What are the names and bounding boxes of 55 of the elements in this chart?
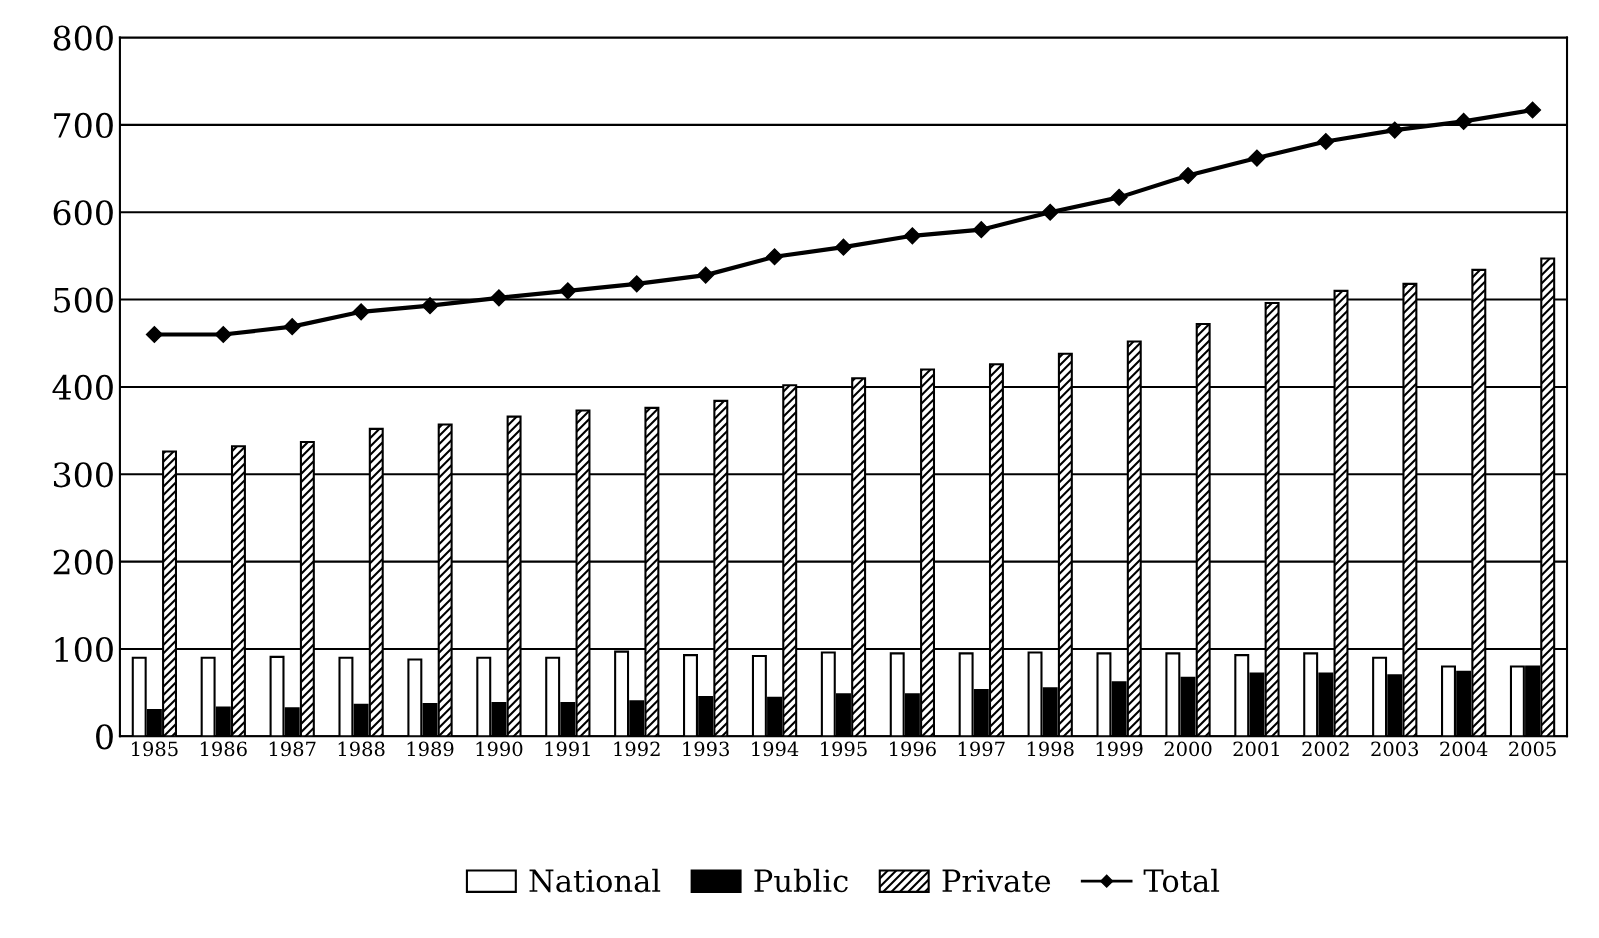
x-tick-label: 1997	[958, 741, 1005, 757]
y-tick-label: 100	[55, 636, 113, 663]
point	[490, 289, 508, 307]
x-tick-label: 1998	[1027, 741, 1074, 757]
point	[1386, 121, 1404, 139]
x-tick-label: 2002	[1302, 741, 1349, 757]
point	[214, 325, 232, 344]
y-tick-label: 800	[53, 25, 113, 51]
point	[1110, 188, 1128, 206]
point	[834, 238, 853, 256]
x-tick-label: 1987	[269, 741, 316, 757]
x-tick-label: 1989	[407, 741, 454, 757]
point	[697, 266, 715, 284]
point	[766, 248, 784, 266]
x-tick-label: 2001	[1233, 741, 1279, 757]
legend-label: National	[529, 868, 661, 893]
x-tick-label: 1992	[614, 741, 660, 757]
point	[1317, 132, 1335, 151]
x-tick-label: 1986	[200, 741, 247, 757]
point	[352, 303, 370, 321]
x-tick-label: 1994	[752, 741, 799, 757]
x-tick-label: 1999	[1096, 741, 1143, 757]
point	[972, 221, 990, 239]
x-tick-label: 2005	[1509, 741, 1556, 757]
x-tick-label: 1995	[821, 741, 867, 757]
point	[145, 325, 163, 344]
point	[1179, 166, 1197, 185]
point	[421, 297, 439, 315]
y-tick-label: 0	[96, 724, 113, 750]
point	[903, 227, 921, 245]
legend-label: Private	[942, 869, 1051, 893]
point	[1524, 101, 1542, 119]
legend-label: Public	[754, 868, 848, 893]
point	[1248, 149, 1266, 167]
x-tick-label: 2000	[1164, 741, 1212, 757]
x-tick-label: 1990	[476, 741, 523, 757]
point	[628, 275, 646, 293]
x-tick-label: 1991	[545, 741, 590, 757]
y-tick-label: 400	[52, 374, 113, 401]
point	[283, 318, 301, 336]
point	[1041, 203, 1059, 221]
x-tick-label: 2004	[1440, 741, 1488, 757]
x-tick-label: 1993	[683, 741, 729, 757]
x-tick-label: 1985	[132, 741, 178, 757]
x-tick-label: 1996	[890, 741, 936, 757]
y-tick-label: 200	[53, 549, 113, 575]
y-tick-label: 700	[54, 112, 113, 139]
point	[1455, 112, 1473, 130]
y-tick-label: 500	[54, 287, 113, 313]
point	[559, 282, 577, 300]
y-tick-label: 300	[53, 462, 113, 488]
legend-label: Total	[1143, 868, 1220, 893]
x-tick-label: 1988	[338, 741, 385, 757]
y-tick-label: 600	[53, 200, 113, 226]
x-tick-label: 2003	[1371, 741, 1419, 757]
